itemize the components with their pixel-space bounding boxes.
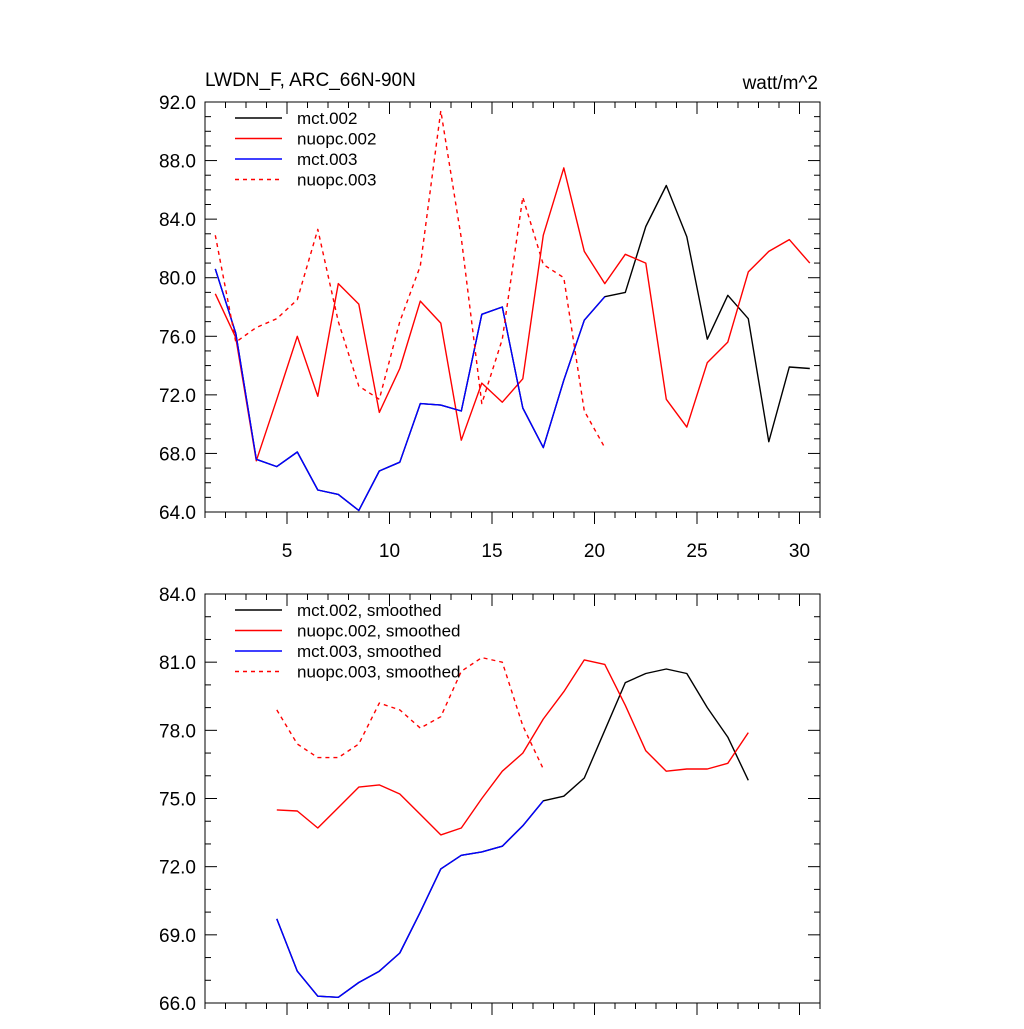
top-series-line-mct-002 (215, 186, 810, 511)
bottom-ytick-label: 78.0 (159, 721, 196, 742)
top-ytick-label: 88.0 (159, 152, 196, 173)
bottom-ytick-label: 75.0 (159, 790, 196, 811)
bottom-ytick-label: 66.0 (159, 994, 196, 1015)
bottom-ytick-label: 72.0 (159, 858, 196, 879)
bottom-legend-label: nuopc.003, smoothed (297, 663, 461, 682)
bottom-legend-label: mct.003, smoothed (297, 642, 442, 661)
top-xtick-label: 20 (584, 541, 605, 562)
bottom-legend-label: mct.002, smoothed (297, 601, 442, 620)
top-ytick-label: 76.0 (159, 327, 196, 348)
top-xtick-label: 15 (481, 541, 502, 562)
bottom-series-line-nuopc-002-smoothed (277, 660, 749, 835)
top-xtick-label: 25 (686, 541, 707, 562)
bottom-series-line-mct-002-smoothed (277, 669, 749, 997)
top-units-label: watt/m^2 (742, 73, 818, 94)
top-ytick-label: 72.0 (159, 386, 196, 407)
bottom-ytick-label: 84.0 (159, 585, 196, 606)
top-legend-label: nuopc.003 (297, 171, 376, 190)
top-ytick-label: 80.0 (159, 269, 196, 290)
bottom-ytick-label: 81.0 (159, 653, 196, 674)
top-legend-label: mct.003 (297, 150, 357, 169)
top-xtick-label: 5 (282, 541, 293, 562)
top-ytick-label: 68.0 (159, 444, 196, 465)
bottom-panel: 66.0 69.0 72.0 75.0 78.0 81.0 84.0 mct.002, smo… (159, 585, 820, 1015)
top-panel: 64.0 68.0 72.0 76.0 80.0 84.0 88.0 92.0 5 10 15 20 2… (159, 70, 820, 562)
bottom-ytick-label: 69.0 (159, 926, 196, 947)
top-ytick-label: 64.0 (159, 503, 196, 524)
bottom-legend-label: nuopc.002, smoothed (297, 622, 461, 641)
top-ytick-label: 84.0 (159, 210, 196, 231)
bottom-series-line-mct-003-smoothed (277, 801, 544, 998)
top-chart-title: LWDN_F, ARC_66N-90N (205, 70, 416, 91)
top-series-line-mct-003 (215, 269, 605, 511)
top-ytick-label: 92.0 (159, 93, 196, 114)
top-legend-label: mct.002 (297, 109, 357, 128)
top-xtick-label: 30 (789, 541, 810, 562)
top-series-line-nuopc-002 (215, 168, 810, 461)
top-series-line-nuopc-003 (215, 111, 605, 448)
top-legend-label: nuopc.002 (297, 130, 376, 149)
top-xtick-label: 10 (379, 541, 400, 562)
